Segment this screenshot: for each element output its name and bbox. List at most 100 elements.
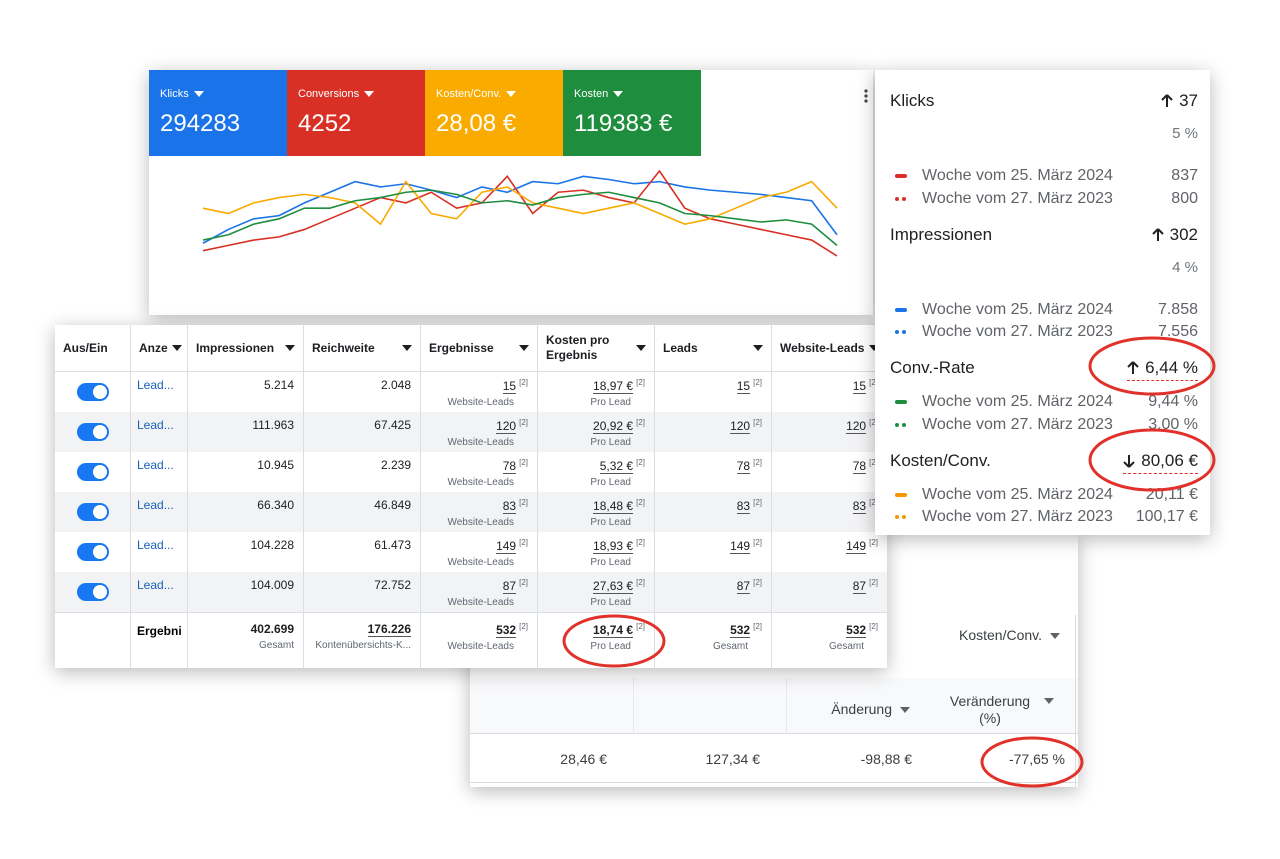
marker-dot bbox=[902, 515, 906, 519]
period-label: Woche vom 25. März 2024 bbox=[922, 485, 1113, 503]
toggle[interactable] bbox=[77, 423, 109, 441]
column-divider bbox=[303, 452, 304, 492]
cell-value: 111.963 bbox=[252, 418, 294, 432]
table-cell: 2.239 bbox=[303, 458, 420, 472]
table-cell: 104.228 bbox=[187, 538, 303, 552]
ad-name-link[interactable]: Lead... bbox=[137, 498, 174, 512]
kpi-tile[interactable]: Conversions 4252 bbox=[287, 70, 425, 156]
dropdown-icon[interactable] bbox=[1044, 698, 1054, 704]
caret bbox=[636, 345, 646, 351]
period-label: Woche vom 27. März 2023 bbox=[922, 415, 1113, 433]
dropdown-icon[interactable] bbox=[636, 345, 646, 351]
column-header[interactable]: Änderung bbox=[831, 701, 910, 717]
table-footer: Ergebni 402.699 Gesamt 176.226 Kontenübersic… bbox=[55, 612, 887, 669]
dropdown-icon[interactable] bbox=[519, 345, 529, 351]
cell-value: 15 bbox=[736, 379, 751, 394]
period-label: Woche vom 25. März 2024 bbox=[922, 393, 1113, 410]
legend-marker bbox=[895, 492, 907, 497]
ad-name-link[interactable]: Lead... bbox=[137, 578, 174, 592]
column-header[interactable]: Leads bbox=[654, 325, 771, 372]
line-chart bbox=[202, 169, 838, 257]
table-cell: 78 [2] bbox=[771, 458, 887, 474]
cell-sub: Website-Leads bbox=[447, 597, 514, 608]
toggle[interactable] bbox=[77, 503, 109, 521]
table-cell: 149 [2] bbox=[654, 538, 771, 554]
cell-value: 532 bbox=[730, 623, 751, 638]
metric-percent: 5 % bbox=[1172, 125, 1198, 142]
cell-value: 83 bbox=[736, 499, 751, 514]
table-row: Lead... 111.963 67.425 120 [2] Website-Leads 2… bbox=[55, 412, 887, 452]
column-divider bbox=[187, 532, 188, 572]
dashboard-panel: Klicks 294283 Conversions 4252 Kosten/Conv. 2… bbox=[149, 70, 873, 315]
dropdown-icon[interactable] bbox=[753, 345, 763, 351]
column-divider bbox=[420, 572, 421, 612]
dropdown-icon bbox=[364, 91, 375, 98]
marker-dot bbox=[895, 515, 899, 519]
toggle[interactable] bbox=[77, 583, 109, 601]
change-value: 6,44 % bbox=[1145, 358, 1198, 377]
marker-solid bbox=[895, 492, 907, 497]
column-header[interactable]: Ergebnisse bbox=[420, 325, 537, 372]
cell-value: 5,32 € bbox=[599, 459, 634, 474]
note-marker: [2] bbox=[636, 458, 645, 467]
column-divider bbox=[654, 613, 655, 669]
column-header[interactable]: Anze bbox=[130, 325, 187, 372]
kpi-tile[interactable]: Kosten/Conv. 28,08 € bbox=[425, 70, 563, 156]
note-marker: [2] bbox=[519, 458, 528, 467]
ad-name-link[interactable]: Lead... bbox=[137, 418, 174, 432]
cell-value: 61.473 bbox=[374, 538, 411, 552]
note-marker: [2] bbox=[869, 378, 878, 387]
cell-value: 72.752 bbox=[374, 578, 411, 592]
kpi-tile[interactable]: Kosten 119383 € bbox=[563, 70, 701, 156]
note-marker: [2] bbox=[753, 622, 762, 631]
table-cell: 532 [2] Website-Leads bbox=[420, 622, 537, 652]
note-marker: [2] bbox=[636, 622, 645, 631]
caret bbox=[613, 91, 624, 98]
ad-name-link[interactable]: Lead... bbox=[137, 458, 174, 472]
arrow bbox=[1161, 94, 1173, 107]
ad-name-link[interactable]: Lead... bbox=[137, 378, 174, 392]
column-divider bbox=[771, 492, 772, 532]
column-header[interactable]: Reichweite bbox=[303, 325, 420, 372]
column-divider bbox=[130, 532, 131, 572]
cell-value: 87 bbox=[502, 579, 517, 594]
period-label: Woche vom 27. März 2023 bbox=[922, 189, 1113, 207]
toggle[interactable] bbox=[77, 543, 109, 561]
caret bbox=[900, 707, 910, 714]
trend-arrow bbox=[1151, 227, 1164, 241]
toggle[interactable] bbox=[77, 383, 109, 401]
menu-icon[interactable] bbox=[861, 88, 871, 106]
marker-dot bbox=[895, 330, 899, 334]
dropdown-icon[interactable] bbox=[1050, 633, 1060, 640]
column-header[interactable]: Kosten pro Ergebnis bbox=[537, 325, 654, 372]
column-divider bbox=[654, 572, 655, 612]
column-divider bbox=[771, 572, 772, 612]
column-header[interactable]: Veränderung (%) bbox=[942, 693, 1062, 727]
kpi-tile[interactable]: Klicks 294283 bbox=[149, 70, 287, 156]
cell-value: 10.945 bbox=[257, 458, 294, 472]
cell-value: 5.214 bbox=[263, 378, 294, 392]
cell-value: 18,48 € bbox=[593, 499, 634, 514]
column-header[interactable]: Kosten/Conv. bbox=[959, 627, 1060, 643]
note-marker: [2] bbox=[636, 378, 645, 387]
series-line bbox=[202, 180, 838, 226]
dropdown-icon[interactable] bbox=[285, 345, 295, 351]
note-marker: [2] bbox=[519, 622, 528, 631]
note-marker: [2] bbox=[869, 458, 878, 467]
dropdown-icon[interactable] bbox=[402, 345, 412, 351]
cell-value: 18,93 € bbox=[593, 539, 634, 554]
column-divider bbox=[420, 452, 421, 492]
dropdown-icon[interactable] bbox=[171, 345, 182, 351]
ad-name-link[interactable]: Lead... bbox=[137, 538, 174, 552]
column-header[interactable]: Impressionen bbox=[187, 325, 303, 372]
note-marker: [2] bbox=[636, 538, 645, 547]
cell-value: 20,92 € bbox=[593, 419, 634, 434]
column-divider bbox=[537, 372, 538, 412]
toggle[interactable] bbox=[77, 463, 109, 481]
note-marker: [2] bbox=[636, 498, 645, 507]
dropdown-icon[interactable] bbox=[900, 707, 910, 714]
cell-sub: Pro Lead bbox=[590, 641, 631, 652]
table-cell: 402.699 Gesamt bbox=[187, 622, 303, 651]
table-cell: 532 [2] Gesamt bbox=[771, 622, 887, 652]
